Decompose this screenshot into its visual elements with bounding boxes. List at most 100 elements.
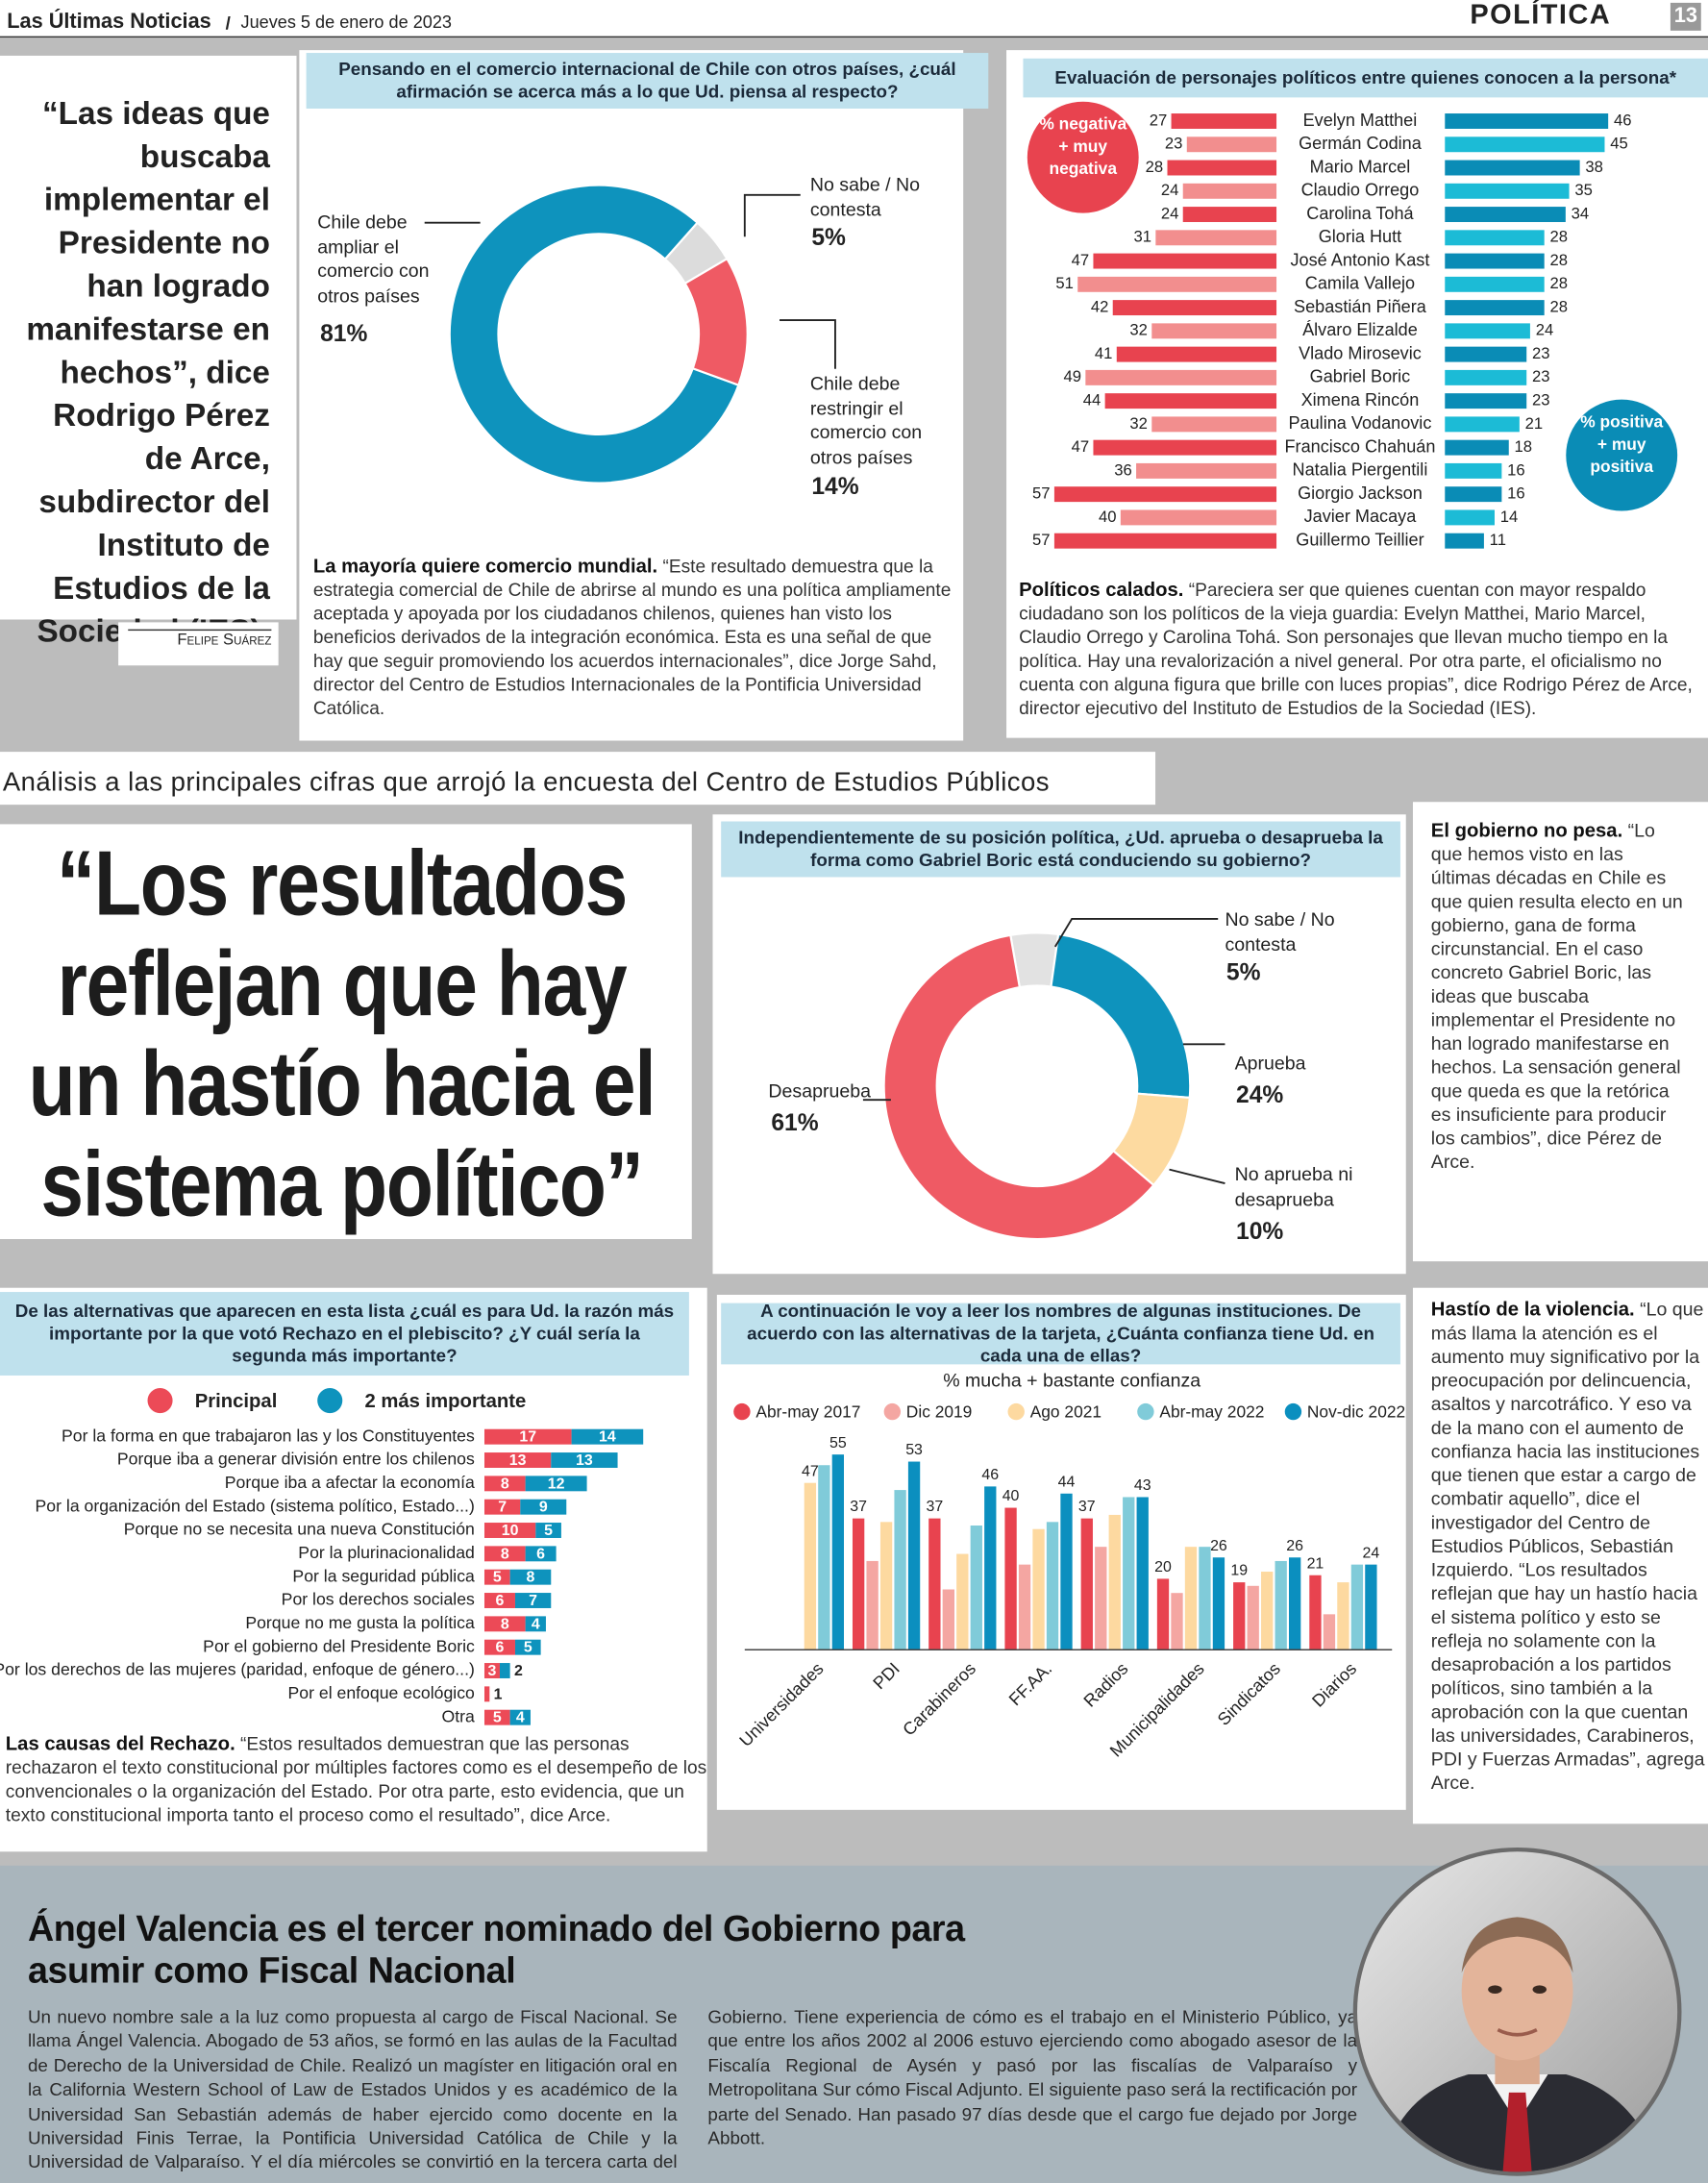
donut-segment [1050, 932, 1192, 1100]
bar-segment [571, 1428, 644, 1445]
caption-lead: La mayoría quiere comercio mundial. [312, 554, 658, 577]
bar-value: 19 [1230, 1563, 1248, 1579]
legend-bubble [1027, 101, 1139, 213]
bar-value: 21 [1525, 414, 1544, 433]
chart-title: De las alternativas que aparecen en esta… [0, 1292, 689, 1376]
chart-title: A continuación le voy a leer los nombres… [721, 1301, 1400, 1366]
bar-value: 47 [1072, 437, 1090, 456]
separator: / [225, 12, 231, 34]
row-label: Porque iba a afectar la economía [225, 1473, 475, 1492]
paper-name: Las Últimas Noticias [7, 10, 211, 34]
positive-bar [1445, 393, 1527, 409]
caption-text: “Pareciera ser que quienes cuentan con m… [1019, 579, 1693, 719]
bar [1233, 1582, 1246, 1650]
bar-value: 34 [1572, 204, 1590, 222]
row-label: Paulina Vodanovic [1288, 413, 1431, 433]
segment-value: 6 [496, 1593, 505, 1609]
bar [1080, 1518, 1093, 1650]
segment-value: 8 [501, 1616, 509, 1632]
bar [818, 1465, 830, 1650]
caption-lead: Políticos calados. [1019, 578, 1184, 601]
bar [1032, 1528, 1045, 1650]
bar-value: 47 [1072, 251, 1090, 269]
segment-value: 13 [509, 1452, 527, 1469]
bar-value: 26 [1286, 1538, 1303, 1554]
bar [1199, 1547, 1211, 1650]
bar [1156, 1578, 1170, 1650]
segment-label: Aprueba [1234, 1052, 1306, 1074]
bar-value: 49 [1063, 367, 1081, 385]
big-quote: “Los resultados reflejan que hay un hast… [28, 831, 656, 1235]
legend-swatch [1007, 1402, 1025, 1421]
positive-bar [1445, 509, 1495, 526]
bar [1212, 1557, 1225, 1650]
negative-bar [1151, 323, 1277, 339]
x-tick-label: Carabineros [899, 1659, 979, 1740]
bar [894, 1490, 906, 1650]
bar-value: 32 [1129, 321, 1148, 339]
bar-value: 44 [1083, 391, 1102, 409]
negative-bar [1186, 136, 1277, 153]
bar-value: 40 [1099, 508, 1117, 526]
sidebar-text: “Lo que hemos visto en las últimas décad… [1430, 820, 1683, 1173]
bar-segment [483, 1546, 526, 1562]
row-label: Gabriel Boric [1310, 367, 1411, 386]
positive-bar [1445, 346, 1527, 362]
bar [1247, 1585, 1259, 1650]
sidebar-box [1412, 1287, 1708, 1824]
chart-subtitle: % mucha + bastante confianza [943, 1370, 1201, 1391]
row-label: Álvaro Elizalde [1302, 320, 1418, 339]
bar [956, 1553, 969, 1650]
chart-box [299, 50, 964, 741]
bar-segment [483, 1569, 510, 1585]
segment-value: 6 [496, 1640, 505, 1656]
row-label: José Antonio Kast [1291, 250, 1430, 269]
bar-value: 16 [1507, 460, 1525, 479]
bar-value: 24 [1161, 204, 1179, 222]
row-label: Porque no me gusta la política [245, 1613, 475, 1632]
bar-value: 53 [905, 1442, 923, 1458]
bar-value: 23 [1532, 344, 1550, 362]
bar-value: 26 [1210, 1538, 1227, 1554]
bar-value: 44 [1058, 1474, 1076, 1490]
bar [1123, 1497, 1135, 1650]
positive-bar [1445, 533, 1484, 549]
bar-value: 11 [1490, 531, 1506, 549]
legend-label: Abr-may 2017 [755, 1402, 860, 1422]
negative-bar [1171, 113, 1277, 129]
sidebar-lead: Hastío de la violencia. [1430, 1297, 1635, 1321]
bar-segment [535, 1523, 561, 1538]
segment-value: 1 [494, 1686, 503, 1702]
negative-bar [1112, 300, 1277, 316]
caption-lead: Las causas del Rechazo. [5, 1731, 235, 1754]
segment-value: 6 [536, 1546, 545, 1562]
row-label: Por el gobierno del Presidente Boric [203, 1636, 475, 1655]
legend-label: % negativa + muy negativa [1039, 113, 1127, 179]
sidebar: Hastío de la violencia. “Lo que más llam… [1431, 1298, 1707, 1795]
bar [1095, 1547, 1107, 1650]
row-label: Evelyn Matthei [1303, 111, 1418, 130]
negative-bar [1116, 346, 1277, 362]
bar-segment [520, 1499, 567, 1515]
sidebar: El gobierno no pesa. “Lo que hemos visto… [1431, 819, 1685, 1174]
row-label: Camila Vallejo [1305, 274, 1415, 293]
segment-value: 3 [488, 1663, 497, 1679]
negative-bar [1120, 509, 1277, 526]
row-label: Otra [442, 1706, 476, 1725]
negative-bar [1155, 230, 1277, 246]
bar-segment [499, 1663, 510, 1678]
bar-value: 57 [1032, 484, 1051, 503]
positive-bar [1445, 416, 1520, 433]
bar [1275, 1560, 1287, 1650]
segment-value: 8 [501, 1546, 509, 1562]
legend-label: Nov-dic 2022 [1307, 1402, 1405, 1422]
caption-text: “Este resultado demuestra que la estrate… [312, 555, 952, 719]
bar-value: 40 [1003, 1488, 1020, 1504]
x-tick-label: Diarios [1308, 1659, 1360, 1711]
bar [804, 1482, 817, 1650]
bar-segment [483, 1476, 526, 1492]
segment-label: Desaprueba [768, 1079, 871, 1102]
side-quote-box [0, 55, 297, 620]
row-label: Por los derechos sociales [282, 1590, 475, 1609]
